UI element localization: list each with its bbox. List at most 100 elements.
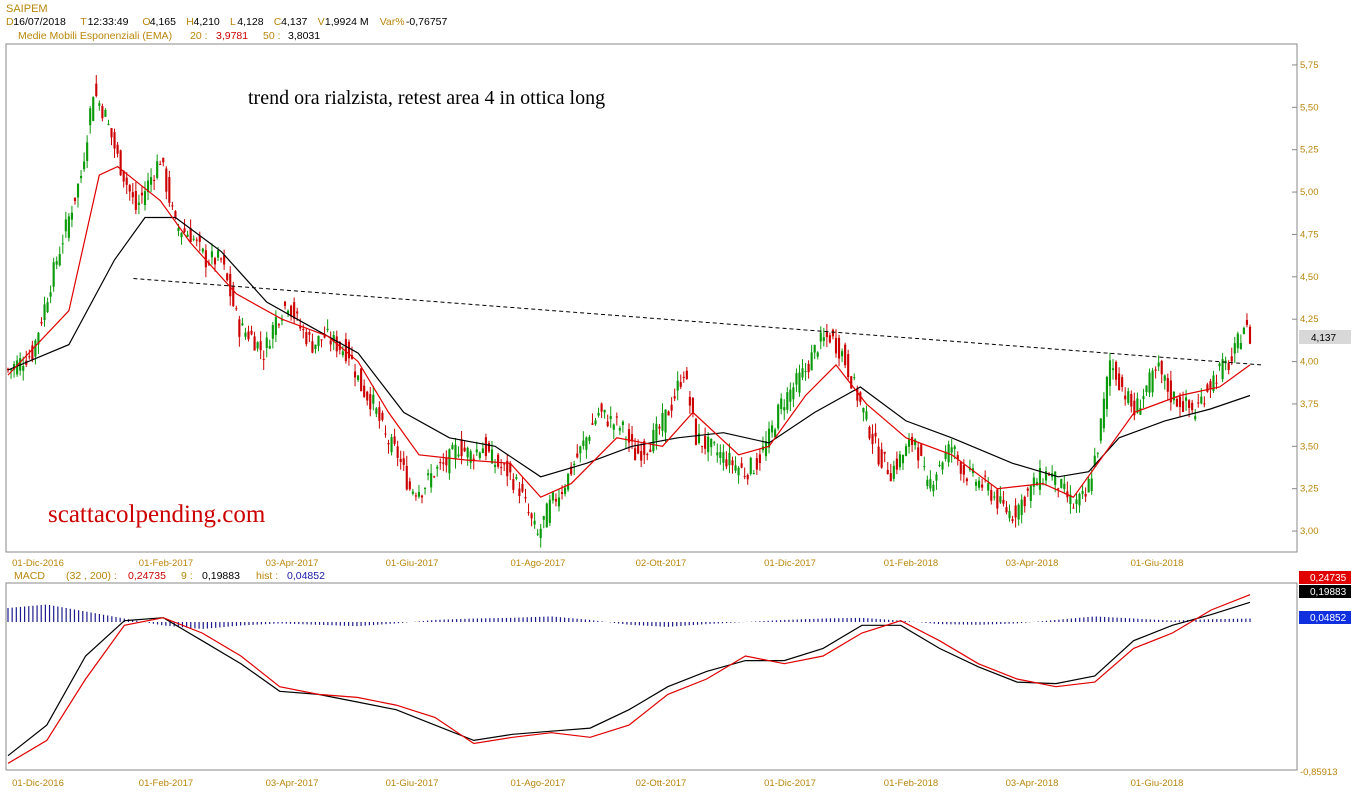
candle-body-132 <box>408 481 411 490</box>
ohlc-value-7: -0,76757 <box>406 16 448 28</box>
macd-badge <box>1299 571 1351 584</box>
candle-body-143 <box>442 462 445 464</box>
candle-body-170 <box>524 497 527 499</box>
candle-body-107 <box>332 335 335 343</box>
candle-body-332 <box>1017 504 1020 520</box>
candle-body-126 <box>390 437 393 453</box>
candle-body-276 <box>847 354 850 378</box>
candle-body-94 <box>293 302 296 319</box>
candle-body-396 <box>1212 375 1215 392</box>
candle-body-169 <box>521 483 524 492</box>
candle-body-144 <box>445 457 448 466</box>
macd-x-tick-label-1: 01-Feb-2017 <box>139 778 193 789</box>
candle-body-314 <box>962 464 965 475</box>
ema50-label: 50 : <box>263 30 281 42</box>
hist-badge <box>1299 611 1351 624</box>
candle-body-307 <box>941 462 944 470</box>
candle-body-15 <box>52 262 55 287</box>
candle-body-308 <box>944 451 947 459</box>
ohlc-key-6: V <box>318 16 325 28</box>
candle-body-215 <box>661 413 664 431</box>
candle-body-10 <box>37 332 40 345</box>
candle-body-285 <box>874 432 877 437</box>
candle-body-315 <box>965 478 968 482</box>
candle-body-180 <box>554 498 558 502</box>
candle-body-31 <box>101 106 104 119</box>
candle-body-372 <box>1139 408 1142 415</box>
ema20-line <box>7 165 1251 498</box>
candle-body-257 <box>789 389 792 402</box>
candle-body-255 <box>783 407 786 411</box>
y-tick-label-1: 3,25 <box>1300 484 1319 495</box>
candle-body-74 <box>232 286 235 307</box>
candle-body-286 <box>877 446 880 465</box>
ohlc-value-6: 1,9924 M <box>325 16 369 28</box>
candle-body-30 <box>98 103 101 106</box>
macd-line <box>7 594 1251 764</box>
candle-body-262 <box>804 370 807 372</box>
candle-body-106 <box>329 340 332 345</box>
candle-body-230 <box>707 436 710 453</box>
candle-body-386 <box>1181 401 1185 412</box>
candle-body-199 <box>612 424 615 430</box>
candle-body-325 <box>996 489 999 509</box>
candle-body-236 <box>725 459 728 467</box>
y-tick-label-2: 3,50 <box>1300 441 1319 452</box>
candle-body-79 <box>247 331 250 340</box>
ohlc-value-3: 4,210 <box>194 16 220 28</box>
candle-body-329 <box>1008 510 1011 519</box>
candle-body-28 <box>92 97 95 121</box>
candle-body-210 <box>646 454 649 456</box>
candle-body-235 <box>722 452 725 463</box>
price-x-axis: 01-Dic-2016 01-Feb-2017 03-Apr-2017 01-Giu-… <box>12 558 1183 569</box>
candle-body-361 <box>1105 376 1108 409</box>
candle-body-3 <box>16 360 19 375</box>
candle-body-188 <box>579 446 582 454</box>
candle-body-228 <box>700 445 704 447</box>
candle-body-50 <box>159 163 162 165</box>
candle-body-233 <box>716 452 719 456</box>
macd-x-tick-label-2: 03-Apr-2017 <box>266 778 319 789</box>
candle-body-17 <box>58 254 61 266</box>
ohlc-key-7: Var% <box>380 16 405 28</box>
candle-body-200 <box>615 416 618 418</box>
candle-body-93 <box>290 305 293 317</box>
candle-body-189 <box>582 440 585 447</box>
ohlc-key-3: H <box>186 16 194 28</box>
candle-body-313 <box>959 462 962 474</box>
candle-body-331 <box>1014 505 1017 518</box>
candle-body-408 <box>1248 326 1252 344</box>
candle-body-101 <box>314 344 317 350</box>
candle-body-46 <box>146 180 150 193</box>
candle-body-146 <box>451 445 454 450</box>
candle-body-117 <box>363 385 366 397</box>
candle-body-268 <box>822 337 825 342</box>
symbol-label: SAIPEM <box>6 3 48 15</box>
signal-badge-text: 0,19883 <box>1310 587 1347 598</box>
candle-body-141 <box>436 466 439 469</box>
candle-body-397 <box>1215 382 1218 384</box>
candle-body-226 <box>694 418 698 445</box>
candle-body-179 <box>551 492 554 501</box>
signal-badge <box>1299 585 1351 598</box>
candle-body-39 <box>125 177 128 185</box>
candle-body-279 <box>856 388 859 401</box>
ohlc-value-4: 4,128 <box>237 16 263 28</box>
candle-body-68 <box>213 258 217 265</box>
candle-body-166 <box>512 479 515 490</box>
candle-body-363 <box>1111 368 1115 371</box>
candle-body-157 <box>484 437 487 457</box>
candle-body-147 <box>454 444 457 460</box>
ohlc-value-1: 12:33:49 <box>88 16 129 28</box>
candle-body-123 <box>381 412 384 420</box>
candle-body-134 <box>414 495 417 497</box>
candle-body-327 <box>1002 499 1005 504</box>
candle-body-171 <box>527 512 530 514</box>
candle-body-89 <box>277 324 280 326</box>
candle-body-222 <box>682 376 685 378</box>
candle-body-395 <box>1209 381 1212 389</box>
candle-body-91 <box>283 301 287 306</box>
macd-x-tick-label-3: 01-Giu-2017 <box>386 778 439 789</box>
candle-body-9 <box>34 340 37 357</box>
candle-body-394 <box>1206 384 1209 392</box>
